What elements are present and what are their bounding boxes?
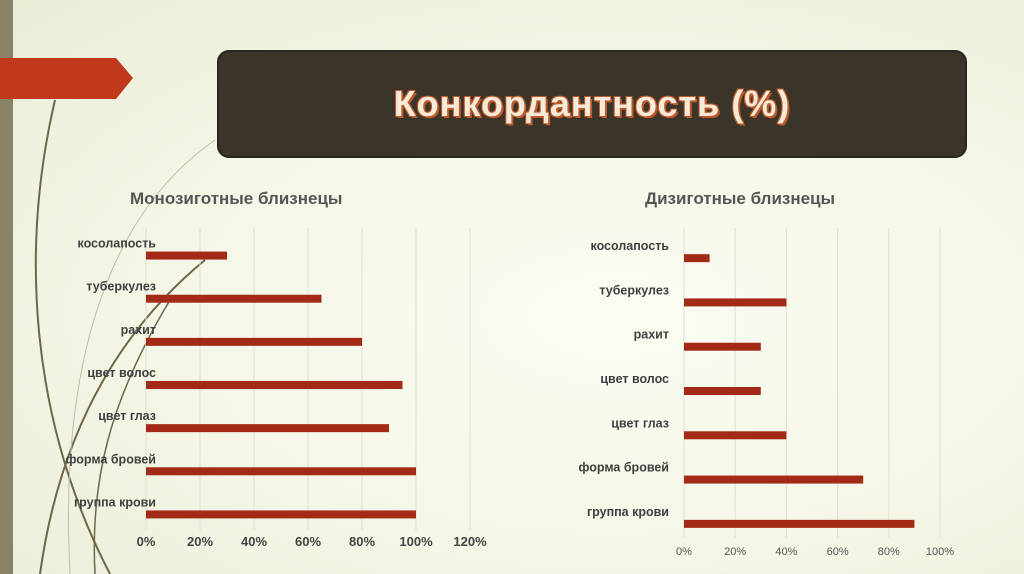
category-label: группа крови (74, 495, 156, 509)
category-label: косолапость (590, 239, 669, 253)
title-banner: Конкордантность (%) (217, 50, 967, 158)
bar (684, 431, 787, 440)
bar (146, 294, 322, 303)
category-label: цвет волос (600, 372, 669, 386)
x-tick-label: 40% (775, 546, 797, 558)
bar (684, 387, 761, 395)
category-label: рахит (634, 328, 669, 342)
bar (146, 467, 416, 476)
bar (684, 475, 864, 484)
category-label: рахит (121, 323, 156, 337)
x-tick-label: 20% (187, 534, 213, 549)
decorative-curve (34, 99, 111, 574)
bar (684, 519, 915, 528)
x-tick-label: 0% (676, 546, 692, 558)
x-tick-label: 100% (399, 534, 433, 549)
bar (684, 298, 787, 307)
x-tick-label: 60% (827, 546, 849, 558)
bar (146, 251, 227, 260)
x-tick-label: 0% (137, 534, 156, 549)
category-label: цвет волос (87, 366, 156, 380)
category-label: туберкулез (599, 283, 669, 297)
chart-title-di: Дизиготные близнецы (645, 189, 836, 208)
bar (146, 424, 389, 433)
x-tick-label: 80% (349, 534, 375, 549)
category-label: цвет глаз (98, 409, 156, 423)
category-label: цвет глаз (611, 416, 669, 430)
x-tick-label: 40% (241, 534, 267, 549)
decorative-curve (68, 139, 216, 574)
bar (684, 342, 761, 351)
decorative-curve (39, 259, 206, 574)
x-tick-label: 120% (453, 534, 487, 549)
category-label: косолапость (77, 237, 156, 251)
bar (146, 510, 416, 519)
x-tick-label: 20% (724, 546, 746, 558)
category-label: группа крови (587, 505, 669, 519)
chart-title-mono: Монозиготные близнецы (130, 189, 343, 208)
page-title: Конкордантность (%) (393, 83, 791, 124)
bar (684, 254, 710, 263)
bar (146, 381, 403, 389)
bar (146, 337, 362, 346)
x-tick-label: 60% (295, 534, 321, 549)
x-tick-label: 80% (878, 546, 900, 558)
left-accent-strip (0, 0, 13, 574)
category-label: форма бровей (65, 452, 156, 466)
category-label: форма бровей (578, 461, 669, 475)
category-label: туберкулез (86, 280, 156, 294)
x-tick-label: 100% (926, 546, 954, 558)
decorative-arrow (0, 58, 133, 99)
